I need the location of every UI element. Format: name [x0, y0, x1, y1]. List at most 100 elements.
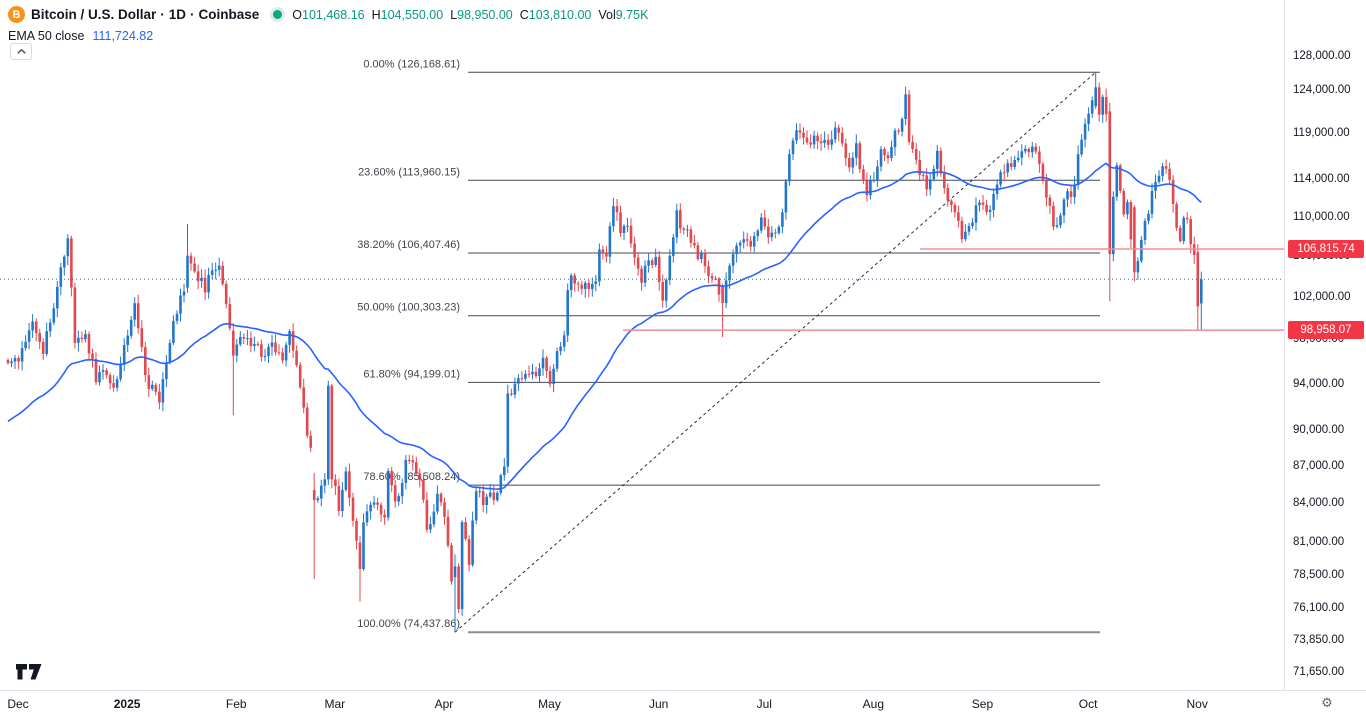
candle-body [1122, 190, 1126, 215]
candle-body [443, 502, 446, 517]
time-axis[interactable]: ⚙ Dec 2025 Feb Mar Apr May Jun Jul Aug Sep Oct Nov [0, 690, 1366, 717]
candle-body [971, 222, 974, 226]
candle-body [1041, 163, 1045, 181]
candle-body [633, 243, 636, 258]
candle-body [246, 338, 249, 339]
candle-body [320, 485, 323, 499]
candle-body [1073, 184, 1076, 197]
candle-body [700, 252, 703, 259]
candle-body [450, 545, 453, 582]
candle-body [52, 308, 56, 323]
interval-label[interactable]: 1D [168, 7, 187, 22]
candle-body [872, 180, 876, 182]
candle-body [1076, 154, 1080, 185]
candle-body [1185, 217, 1189, 220]
indicator-value: 111,724.82 [92, 29, 154, 43]
symbol-title[interactable]: Bitcoin / U.S. Dollar [31, 7, 157, 22]
tradingview-logo[interactable] [16, 664, 42, 685]
candle-body [432, 511, 436, 525]
candle-body [640, 268, 643, 283]
candle-body [119, 364, 122, 380]
candle-body [260, 344, 263, 357]
candle-body [6, 359, 10, 364]
candle-body [1038, 151, 1041, 164]
candle-body [612, 206, 615, 227]
candle-body [819, 141, 823, 144]
candle-body [267, 346, 270, 356]
candle-body [858, 143, 862, 170]
candle-body [84, 334, 87, 340]
candle-body [664, 279, 668, 301]
candle-body [200, 277, 203, 282]
candle-body [777, 226, 781, 233]
candle-body [904, 94, 907, 119]
price-axis[interactable]: 128,000.00 124,000.00 119,000.00 114,000.00… [1284, 0, 1366, 690]
gear-icon[interactable]: ⚙ [1321, 696, 1333, 711]
candle-body [805, 137, 809, 143]
candle-body [622, 226, 626, 233]
candle-body [1034, 146, 1038, 152]
candle-body [696, 245, 700, 259]
candle-body [939, 150, 943, 174]
candle-body [214, 269, 217, 271]
candle-body [1157, 175, 1161, 182]
price-tick-label: 76,100.00 [1293, 601, 1345, 614]
trend-line [454, 71, 1097, 633]
candle-body [946, 188, 950, 201]
candle-body [643, 265, 647, 283]
candle-body [802, 132, 805, 138]
price-tick-label: 84,000.00 [1293, 496, 1345, 509]
chart-canvas[interactable]: 0.00% (126,168.61) 23.60% (113,960.15) 38.… [0, 0, 1284, 690]
candle-body [224, 283, 228, 305]
candle-body [826, 139, 830, 145]
candle-body [274, 342, 277, 353]
price-tick-label: 119,000.00 [1293, 127, 1350, 140]
candle-body [242, 337, 246, 339]
collapse-legend-button[interactable] [10, 43, 32, 60]
candle-body [341, 489, 344, 511]
candle-body [566, 290, 569, 336]
candle-body [1175, 204, 1178, 228]
candle-body [1196, 252, 1200, 307]
title-separator: · [190, 7, 195, 22]
live-data-dot[interactable] [273, 10, 283, 19]
candle-body [263, 356, 267, 357]
candle-body [594, 281, 598, 284]
candle-body [605, 252, 608, 257]
candle-body [425, 499, 429, 530]
candle-body [752, 236, 756, 247]
candle-body [598, 249, 601, 282]
candle-body [439, 493, 443, 503]
candle-body [358, 542, 362, 569]
candle-body [277, 352, 281, 354]
candle-body [531, 371, 534, 375]
candle-body [94, 358, 98, 383]
fib-level-label: 0.00% (126,168.61) [363, 58, 460, 70]
candle-body [506, 393, 510, 467]
candle-body [840, 132, 844, 144]
candle-body [855, 143, 858, 158]
candle-body [1104, 96, 1108, 115]
exchange-label[interactable]: Coinbase [198, 7, 260, 22]
candle-body [376, 502, 379, 505]
price-tick-label: 90,000.00 [1293, 423, 1345, 436]
candle-body [548, 371, 552, 385]
indicator-legend[interactable]: EMA 50 close 111,724.82 [8, 27, 655, 45]
candle-body [136, 303, 140, 329]
candle-body [932, 168, 936, 180]
candle-body [823, 139, 826, 144]
candle-body [140, 328, 144, 348]
candle-body [559, 346, 562, 352]
candle-body [379, 504, 383, 515]
candle-body [830, 139, 833, 145]
candle-body [397, 496, 400, 502]
candle-body [87, 334, 91, 354]
candle-body [890, 147, 893, 159]
candle-body [731, 254, 735, 266]
price-tick-label: 81,000.00 [1293, 535, 1345, 548]
candle-body [957, 212, 960, 221]
candle-body [63, 256, 66, 268]
candle-body [393, 485, 397, 502]
candle-body [1178, 227, 1182, 242]
